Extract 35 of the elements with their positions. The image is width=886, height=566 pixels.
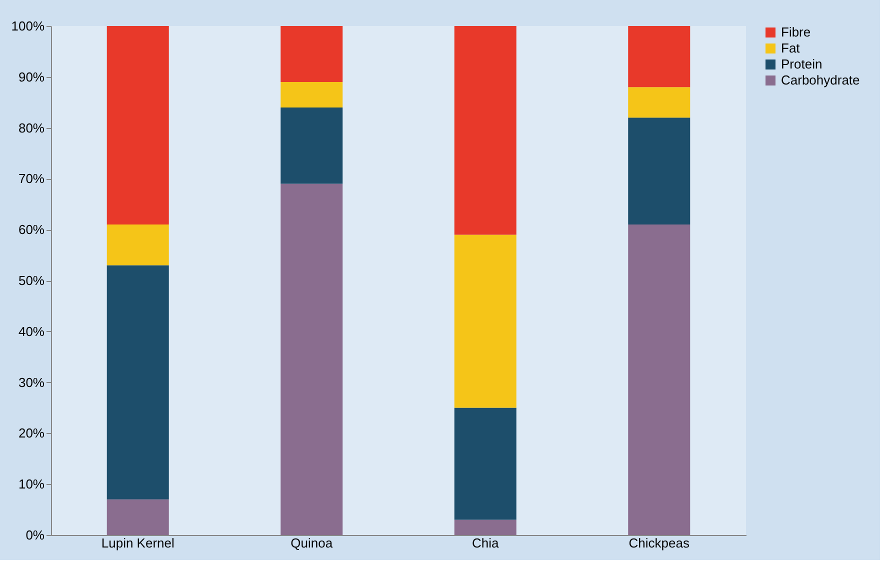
bar	[280, 82, 343, 108]
bar	[280, 107, 343, 184]
bar	[628, 87, 690, 118]
bar	[628, 26, 690, 88]
bar	[106, 224, 169, 266]
bar	[106, 265, 169, 500]
bar	[454, 234, 516, 408]
legend-label: Fibre	[781, 24, 811, 40]
bar	[628, 224, 690, 535]
y-tick-label: 90%	[18, 69, 45, 84]
legend-label: Protein	[781, 56, 822, 72]
x-tick-label: Chickpeas	[628, 536, 690, 550]
x-tick-label: Quinoa	[290, 536, 334, 550]
y-tick-label: 80%	[18, 120, 45, 136]
bar	[106, 499, 169, 535]
bar	[454, 26, 516, 235]
y-tick-label: 10%	[18, 476, 45, 492]
bar	[628, 118, 690, 225]
legend-label: Carbohydrate	[781, 72, 860, 88]
y-tick-label: 30%	[18, 374, 45, 390]
y-tick-label: 70%	[18, 171, 45, 186]
legend-label: Fat	[781, 40, 800, 56]
bar	[106, 26, 169, 225]
bar	[280, 184, 343, 535]
y-tick-label: 60%	[18, 222, 45, 238]
y-tick-label: 100%	[11, 18, 45, 34]
bar	[280, 26, 343, 82]
x-tick-label: Chia	[472, 536, 500, 550]
y-tick-label: 0%	[26, 528, 45, 542]
bar	[454, 408, 516, 520]
y-tick-label: 40%	[18, 324, 45, 339]
y-tick-label: 20%	[18, 426, 45, 441]
y-tick-label: 50%	[18, 273, 45, 288]
bar	[454, 520, 516, 535]
x-tick-label: Lupin Kernel	[101, 536, 174, 550]
